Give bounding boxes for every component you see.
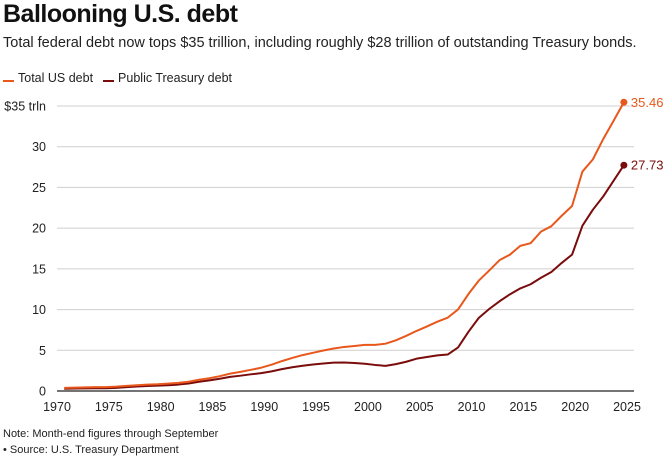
end-label-total-debt: 35.46 [631, 95, 664, 110]
y-tick-label: 5 [39, 344, 46, 358]
source-note: • Source: U.S. Treasury Department [3, 444, 179, 456]
legend: Total US debt Public Treasury debt [3, 71, 232, 85]
end-label-public-debt: 27.73 [631, 158, 664, 173]
y-tick-label: 10 [32, 303, 46, 317]
x-tick-label: 2025 [613, 400, 641, 414]
x-tick-label: 2010 [458, 400, 486, 414]
y-tick-label: 0 [39, 385, 46, 399]
x-tick-label: 1990 [250, 400, 278, 414]
legend-swatch-public [103, 80, 115, 82]
y-tick-label: 20 [32, 222, 46, 236]
x-tick-label: 1985 [199, 400, 227, 414]
line-public-debt [64, 164, 625, 390]
line-total-debt [64, 101, 625, 389]
legend-swatch-total [3, 80, 14, 82]
x-tick-label: 1995 [302, 400, 330, 414]
x-tick-label: 2015 [509, 400, 537, 414]
endpoint-total-debt [620, 98, 628, 106]
chart-subtitle: Total federal debt now tops $35 trillion… [3, 35, 637, 51]
x-tick-label: 2000 [354, 400, 382, 414]
y-tick-label: 15 [32, 262, 46, 276]
footnote: Note: Month-end figures through Septembe… [3, 428, 219, 440]
x-tick-label: 1975 [95, 400, 123, 414]
y-tick-label: $35 trln [4, 100, 46, 114]
x-tick-label: 1980 [147, 400, 175, 414]
x-tick-label: 2020 [561, 400, 589, 414]
x-tick-label: 2005 [406, 400, 434, 414]
endpoint-public-debt [620, 161, 628, 169]
chart-title: Ballooning U.S. debt [3, 0, 238, 28]
legend-item-total: Total US debt [3, 71, 93, 85]
y-tick-label: 25 [32, 181, 46, 195]
legend-label-public: Public Treasury debt [118, 71, 232, 85]
y-tick-label: 30 [32, 140, 46, 154]
legend-label-total: Total US debt [18, 71, 94, 85]
legend-item-public: Public Treasury debt [103, 71, 232, 85]
x-tick-label: 1970 [43, 400, 71, 414]
